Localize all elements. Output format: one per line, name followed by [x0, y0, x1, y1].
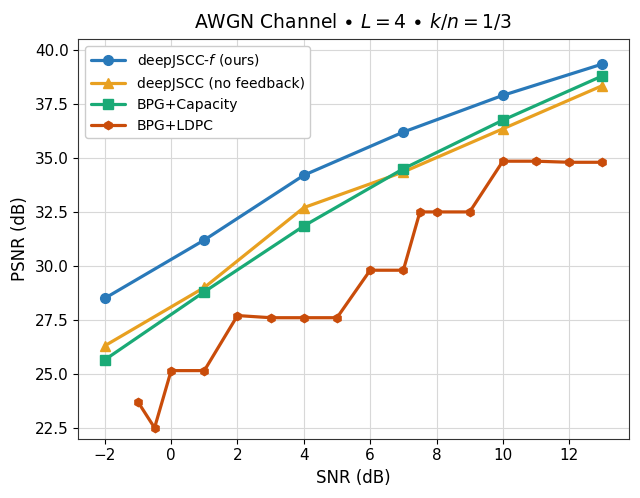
deepJSCC-$f$ (ours) — [300, 172, 308, 178]
BPG+LDPC — [399, 267, 407, 273]
BPG+Capacity — [300, 223, 308, 229]
BPG+LDPC — [532, 158, 540, 164]
BPG+Capacity — [200, 289, 208, 295]
deepJSCC (no feedback) — [101, 343, 109, 349]
BPG+Capacity — [499, 117, 507, 123]
Line: deepJSCC-$f$ (ours): deepJSCC-$f$ (ours) — [100, 59, 607, 303]
BPG+LDPC — [167, 368, 175, 374]
Title: AWGN Channel $\bullet$ $L = 4$ $\bullet$ $k/n = 1/3$: AWGN Channel $\bullet$ $L = 4$ $\bullet$… — [195, 11, 513, 32]
BPG+LDPC — [466, 209, 474, 215]
deepJSCC-$f$ (ours) — [101, 295, 109, 301]
Legend: deepJSCC-$f$ (ours), deepJSCC (no feedback), BPG+Capacity, BPG+LDPC: deepJSCC-$f$ (ours), deepJSCC (no feedba… — [85, 46, 310, 138]
deepJSCC-$f$ (ours) — [399, 129, 407, 135]
deepJSCC-$f$ (ours) — [200, 237, 208, 243]
BPG+LDPC — [433, 209, 440, 215]
X-axis label: SNR (dB): SNR (dB) — [316, 469, 391, 487]
deepJSCC (no feedback) — [598, 83, 606, 89]
BPG+LDPC — [565, 159, 573, 165]
Line: BPG+Capacity: BPG+Capacity — [100, 71, 607, 365]
Line: BPG+LDPC: BPG+LDPC — [134, 157, 607, 432]
deepJSCC-$f$ (ours) — [598, 61, 606, 67]
BPG+Capacity — [598, 73, 606, 79]
BPG+LDPC — [499, 158, 507, 164]
BPG+LDPC — [366, 267, 374, 273]
BPG+LDPC — [134, 399, 142, 405]
BPG+LDPC — [333, 315, 341, 321]
BPG+LDPC — [267, 315, 275, 321]
BPG+Capacity — [101, 357, 109, 363]
deepJSCC-$f$ (ours) — [499, 92, 507, 98]
deepJSCC (no feedback) — [200, 284, 208, 290]
deepJSCC (no feedback) — [499, 126, 507, 132]
BPG+LDPC — [598, 159, 606, 165]
BPG+LDPC — [150, 425, 158, 431]
BPG+LDPC — [234, 313, 241, 319]
Line: deepJSCC (no feedback): deepJSCC (no feedback) — [100, 81, 607, 351]
BPG+LDPC — [200, 368, 208, 374]
BPG+LDPC — [300, 315, 308, 321]
deepJSCC (no feedback) — [300, 205, 308, 211]
BPG+Capacity — [399, 166, 407, 172]
Y-axis label: PSNR (dB): PSNR (dB) — [11, 197, 29, 281]
deepJSCC (no feedback) — [399, 169, 407, 175]
BPG+LDPC — [416, 209, 424, 215]
